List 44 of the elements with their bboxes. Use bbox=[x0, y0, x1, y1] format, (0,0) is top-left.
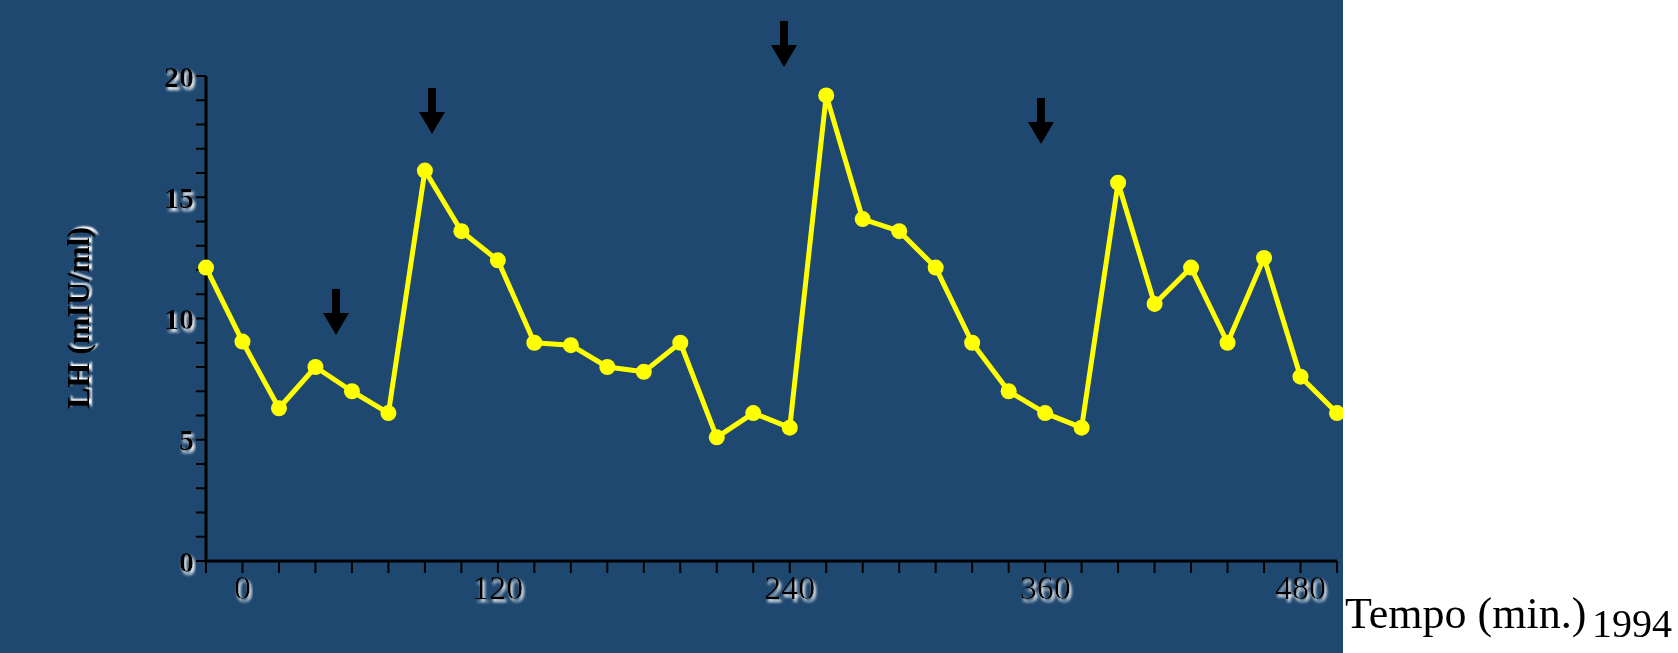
point bbox=[1256, 249, 1273, 266]
point bbox=[635, 363, 652, 380]
y-tick-label: 5 bbox=[179, 423, 194, 457]
point bbox=[343, 383, 360, 400]
point bbox=[891, 223, 908, 240]
x-axis-title: Tempo (min.) bbox=[1345, 588, 1587, 639]
point bbox=[781, 419, 798, 436]
y-axis-title: LH (mIU/ml) bbox=[59, 226, 97, 410]
point bbox=[562, 337, 579, 354]
point bbox=[599, 359, 616, 375]
x-tick-label: 120 bbox=[472, 569, 524, 607]
point bbox=[489, 252, 506, 269]
point bbox=[708, 429, 725, 446]
point bbox=[307, 359, 324, 375]
x-tick-label: 240 bbox=[764, 569, 816, 607]
point bbox=[927, 259, 944, 276]
point bbox=[1110, 174, 1127, 191]
x-tick-label: 0 bbox=[233, 569, 251, 607]
y-tick-label: 10 bbox=[164, 302, 194, 336]
point bbox=[672, 334, 689, 351]
text: 1994 bbox=[1592, 600, 1672, 647]
point bbox=[526, 334, 543, 351]
x-tick-label: 480 bbox=[1275, 569, 1327, 607]
point bbox=[1037, 405, 1054, 422]
point bbox=[854, 211, 871, 228]
point bbox=[1183, 259, 1200, 276]
point bbox=[270, 400, 287, 417]
point bbox=[1219, 334, 1236, 351]
y-tick-label: 15 bbox=[164, 180, 194, 214]
point bbox=[1000, 383, 1017, 400]
point bbox=[1073, 419, 1090, 436]
y-tick-label: 20 bbox=[164, 59, 194, 93]
point bbox=[964, 334, 981, 351]
point bbox=[416, 162, 433, 179]
point bbox=[380, 405, 397, 422]
x-tick-label: 360 bbox=[1019, 569, 1071, 607]
point bbox=[453, 223, 470, 240]
point bbox=[234, 333, 251, 350]
y-tick-label: 0 bbox=[179, 544, 194, 578]
point bbox=[1146, 295, 1163, 312]
point bbox=[198, 259, 214, 276]
point bbox=[745, 405, 762, 422]
point bbox=[1292, 368, 1309, 385]
point bbox=[818, 87, 835, 104]
